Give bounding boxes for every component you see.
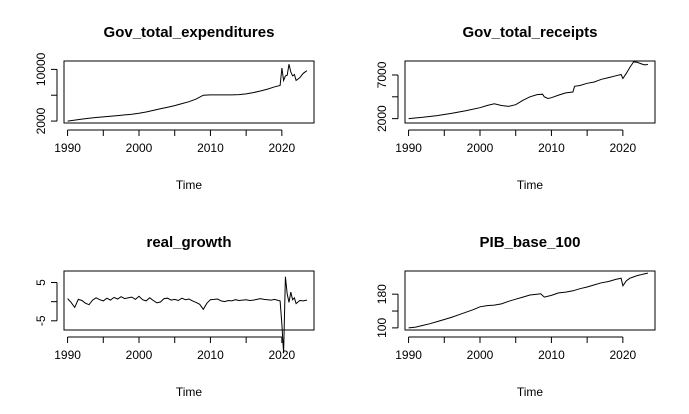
y-tick-label: 2000 (34, 107, 48, 134)
y-tick-label: 7000 (375, 61, 389, 88)
chart-title: Gov_total_expenditures (104, 24, 275, 41)
x-tick-label: 2020 (610, 141, 637, 155)
x-tick-label: 2020 (269, 141, 296, 155)
x-tick-label: 2010 (538, 348, 565, 362)
plot-frame (63, 270, 315, 331)
plot-frame (63, 60, 315, 124)
x-tick-label: 2000 (126, 141, 153, 155)
x-tick-label: 2020 (610, 348, 637, 362)
chart-title: real_growth (146, 234, 231, 251)
x-tick-label: 2010 (197, 141, 224, 155)
chart-panel-2: Gov_total_receipts 1990 2000 2010 2020 Time 20… (375, 24, 656, 192)
chart-panel-1: Gov_total_expenditures 1990 2000 2010 2020 Ti… (34, 24, 315, 192)
series-line-1 (67, 64, 308, 122)
x-tick-label: 2000 (467, 141, 494, 155)
chart-title: PIB_base_100 (480, 234, 581, 251)
x-axis-label: Time (517, 385, 544, 399)
plot-frame (404, 270, 656, 331)
series-line-1 (408, 61, 648, 120)
x-tick-label: 1990 (395, 141, 422, 155)
x-tick-label: 2000 (126, 348, 153, 362)
x-tick-label: 1990 (395, 348, 422, 362)
y-tick-label: 5 (34, 279, 48, 286)
x-tick-label: 1990 (54, 348, 81, 362)
y-tick-label: 180 (375, 284, 389, 304)
x-tick-label: 2000 (467, 348, 494, 362)
y-tick-label: -5 (34, 315, 48, 326)
plot-frame (404, 60, 656, 124)
x-tick-label: 2020 (269, 348, 296, 362)
x-tick-label: 2010 (197, 348, 224, 362)
series-line-1 (408, 272, 649, 329)
x-axis-label: Time (176, 178, 203, 192)
x-axis-label: Time (176, 385, 203, 399)
y-tick-label: 2000 (375, 105, 389, 132)
chart-panel-3: real_growth 1990 2000 2010 2020 Time -5 5 (34, 234, 315, 399)
x-axis-label: Time (517, 178, 544, 192)
chart-panel-4: PIB_base_100 1990 2000 2010 2020 Time 100 180 (375, 234, 656, 399)
y-tick-label: 100 (375, 318, 389, 338)
series-line-1 (67, 276, 308, 354)
y-tick-label: 10000 (34, 52, 48, 86)
x-tick-label: 2010 (538, 141, 565, 155)
x-tick-label: 1990 (54, 141, 81, 155)
chart-title: Gov_total_receipts (462, 24, 597, 41)
